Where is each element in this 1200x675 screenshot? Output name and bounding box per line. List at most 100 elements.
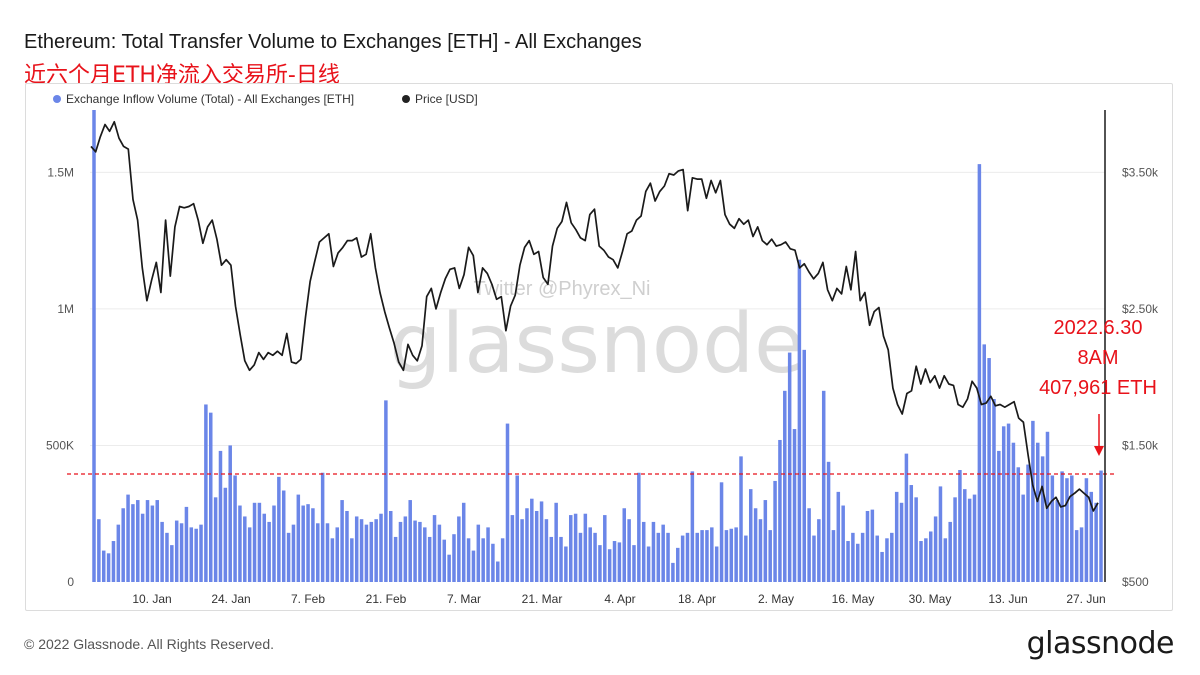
inflow-bar <box>1089 491 1094 582</box>
inflow-bar <box>578 532 583 582</box>
legend-item-price[interactable]: Price [USD] <box>402 92 478 106</box>
inflow-bar <box>437 524 442 582</box>
right-tick-label: $3.50k <box>1122 165 1159 179</box>
inflow-bar <box>525 508 529 582</box>
inflow-bar <box>763 500 768 582</box>
inflow-bar <box>768 530 772 582</box>
inflow-bar <box>666 532 670 582</box>
inflow-bar <box>958 470 962 582</box>
inflow-bar <box>213 497 218 582</box>
inflow-bar <box>714 546 719 582</box>
inflow-bar <box>505 423 510 582</box>
inflow-bar <box>865 510 870 582</box>
inflow-bar <box>637 472 641 582</box>
inflow-bar <box>1021 494 1025 582</box>
inflow-bar <box>189 527 194 582</box>
inflow-bar <box>680 535 685 582</box>
chart-title: Ethereum: Total Transfer Volume to Excha… <box>24 31 642 53</box>
inflow-bar <box>807 508 811 582</box>
x-tick-label: 7. Mar <box>447 592 481 606</box>
inflow-bar <box>778 439 782 582</box>
inflow-bar <box>1074 530 1079 582</box>
inflow-bar <box>442 539 447 582</box>
inflow-bar <box>209 412 213 582</box>
inflow-bar <box>510 515 515 582</box>
inflow-bar <box>281 490 286 582</box>
inflow-bar <box>826 461 831 582</box>
inflow-bar <box>1094 502 1098 582</box>
inflow-bar <box>277 476 281 582</box>
inflow-bar <box>588 527 592 582</box>
inflow-bar <box>1099 470 1103 582</box>
x-tick-label: 30. May <box>909 592 952 606</box>
inflow-bar <box>987 358 991 582</box>
right-tick-label: $1.50k <box>1122 438 1159 452</box>
inflow-bar <box>101 550 106 582</box>
inflow-bar <box>914 497 918 582</box>
inflow-bar <box>325 523 330 582</box>
inflow-bar <box>724 530 729 582</box>
inflow-bar <box>311 508 315 582</box>
footer-logo[interactable]: glassnode <box>1026 626 1175 661</box>
inflow-bar <box>802 349 807 582</box>
inflow-bar <box>262 513 267 582</box>
inflow-bar <box>520 519 524 582</box>
inflow-bar <box>744 535 748 582</box>
inflow-bar <box>593 532 597 582</box>
right-axis-ticks: $500 $1.50k $2.50k $3.50k <box>1122 165 1159 589</box>
inflow-bar <box>267 521 271 582</box>
inflow-bar <box>447 554 451 582</box>
inflow-bar <box>710 527 714 582</box>
inflow-bar <box>549 536 554 582</box>
inflow-bar <box>238 505 242 582</box>
inflow-bar <box>243 516 247 582</box>
inflow-bar <box>500 538 505 582</box>
inflow-bar <box>661 524 665 582</box>
inflow-bar <box>199 524 203 582</box>
inflow-bar <box>1079 527 1084 582</box>
inflow-bar <box>554 502 558 582</box>
inflow-bar <box>607 549 612 582</box>
inflow-bar <box>797 259 802 582</box>
inflow-bar <box>773 480 777 582</box>
inflow-bars <box>92 110 1103 582</box>
annotation-date: 2022.6.30 <box>1054 317 1143 339</box>
watermark-brand: glassnode <box>389 297 804 392</box>
inflow-bar <box>603 515 607 582</box>
x-axis-ticks: 10. Jan 24. Jan 7. Feb 21. Feb 7. Mar 21. Mar… <box>132 592 1105 606</box>
inflow-bar <box>1016 467 1021 582</box>
inflow-bar <box>627 519 631 582</box>
inflow-bar <box>106 553 111 582</box>
inflow-bar <box>461 502 466 582</box>
x-tick-label: 16. May <box>832 592 875 606</box>
inflow-bar <box>1006 423 1011 582</box>
inflow-bar <box>534 510 539 582</box>
inflow-bar <box>155 500 159 582</box>
left-tick-label: 1M <box>57 302 74 316</box>
inflow-bar <box>515 475 519 582</box>
inflow-bar <box>729 528 734 582</box>
inflow-bar <box>963 489 967 582</box>
inflow-bar <box>632 545 636 582</box>
inflow-bar <box>491 543 495 582</box>
inflow-bar <box>330 538 335 582</box>
inflow-bar <box>340 500 344 582</box>
legend-item-inflow[interactable]: Exchange Inflow Volume (Total) - All Exc… <box>53 92 354 106</box>
inflow-bar <box>890 532 894 582</box>
inflow-bar <box>851 532 855 582</box>
inflow-bar <box>301 505 305 582</box>
inflow-bar <box>252 502 257 582</box>
left-tick-label: 500K <box>46 438 74 452</box>
legend-inflow-label: Exchange Inflow Volume (Total) - All Exc… <box>66 92 355 106</box>
right-tick-label: $500 <box>1122 575 1149 589</box>
inflow-bar <box>496 561 500 582</box>
inflow-bar <box>354 516 359 582</box>
inflow-bar <box>427 536 432 582</box>
inflow-bar <box>792 429 797 582</box>
x-tick-label: 7. Feb <box>291 592 325 606</box>
inflow-bar <box>919 541 923 582</box>
x-tick-label: 24. Jan <box>211 592 250 606</box>
inflow-bar <box>97 519 101 582</box>
inflow-bar <box>291 524 296 582</box>
